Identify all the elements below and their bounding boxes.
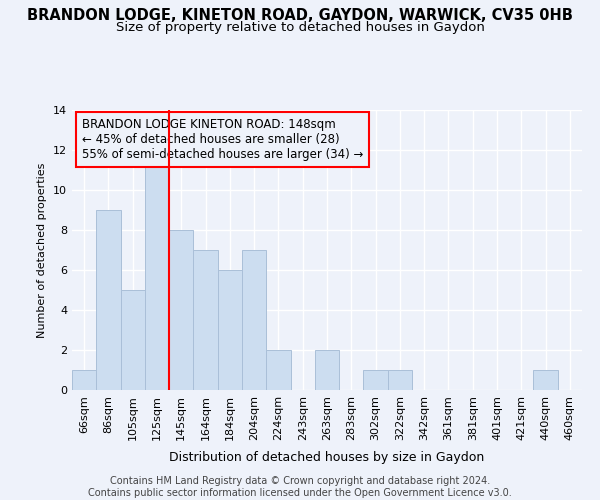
X-axis label: Distribution of detached houses by size in Gaydon: Distribution of detached houses by size … [169, 451, 485, 464]
Bar [533, 370, 558, 390]
Text: Size of property relative to detached houses in Gaydon: Size of property relative to detached ho… [116, 21, 484, 34]
Bar [72, 370, 96, 390]
Bar [266, 350, 290, 390]
Bar [315, 350, 339, 390]
Bar [96, 210, 121, 390]
Text: Contains HM Land Registry data © Crown copyright and database right 2024.
Contai: Contains HM Land Registry data © Crown c… [88, 476, 512, 498]
Bar [121, 290, 145, 390]
Text: BRANDON LODGE KINETON ROAD: 148sqm
← 45% of detached houses are smaller (28)
55%: BRANDON LODGE KINETON ROAD: 148sqm ← 45%… [82, 118, 364, 162]
Bar [169, 230, 193, 390]
Text: BRANDON LODGE, KINETON ROAD, GAYDON, WARWICK, CV35 0HB: BRANDON LODGE, KINETON ROAD, GAYDON, WAR… [27, 8, 573, 22]
Y-axis label: Number of detached properties: Number of detached properties [37, 162, 47, 338]
Bar [218, 270, 242, 390]
Bar [242, 250, 266, 390]
Bar [364, 370, 388, 390]
Bar [388, 370, 412, 390]
Bar [145, 150, 169, 390]
Bar [193, 250, 218, 390]
